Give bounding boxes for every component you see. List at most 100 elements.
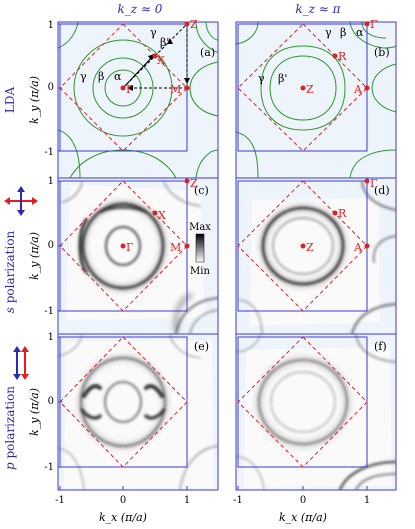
spectral-gamma-ring-c — [81, 202, 165, 290]
panel-letter-c: (c) — [194, 184, 209, 197]
tick-marks — [58, 23, 368, 490]
row-label-s-polarization: s polarization — [3, 230, 17, 313]
spectral-lobe-right-e — [144, 384, 164, 398]
point-m-c — [184, 243, 190, 249]
band-gamma-b: γ — [325, 26, 332, 39]
panel-letter-a: (a) — [200, 46, 215, 59]
svg-text:0: 0 — [300, 495, 306, 506]
svg-text:0: 0 — [48, 396, 54, 407]
row-label-p-polarization: p polarization — [3, 386, 17, 470]
panel-a: Γ Z X M γ β α γ β' (a) — [57, 18, 219, 179]
svg-text:1: 1 — [48, 20, 54, 31]
spectral-corner-br-d — [350, 302, 396, 334]
band-alpha-a: α — [114, 70, 122, 83]
label-a-d: A — [353, 241, 363, 254]
label-m-a: M — [170, 83, 181, 96]
fs-corner-tr-a — [195, 22, 218, 53]
label-z-a: Z — [190, 18, 198, 31]
panel-letter-d: (d) — [374, 184, 390, 197]
panel-letter-e: (e) — [194, 340, 209, 353]
svg-text:1: 1 — [184, 495, 190, 506]
bz-diamond-f — [237, 336, 368, 468]
y-ticks-row2: 1 0 -1 — [44, 176, 54, 317]
point-r-b — [332, 53, 338, 59]
column-header-kzpi: k_z ≈ π — [295, 2, 341, 16]
p-polarization-arrows-icon — [13, 346, 29, 380]
spectral-z-ring-f — [258, 359, 348, 445]
point-z-b — [300, 85, 306, 91]
svg-text:0: 0 — [48, 82, 54, 93]
fs-beta-a — [92, 57, 154, 119]
label-z-b: Z — [306, 83, 314, 96]
spectral-corner-tl-c — [61, 181, 83, 203]
spectral-corner-tr-d — [361, 181, 396, 211]
column-header-kz0: k_z ≈ 0 — [118, 2, 163, 16]
x-ticks-left: -1 0 1 — [55, 495, 190, 506]
bz-diamond-b — [237, 23, 368, 152]
svg-text:0: 0 — [48, 240, 54, 251]
xlabel-left: k_x (π/a) — [99, 511, 147, 524]
fs-betaprime-b — [260, 45, 346, 131]
point-x-a — [152, 53, 158, 59]
fs-corner-bl-b — [236, 131, 259, 178]
s-polarization-arrows-icon — [4, 186, 38, 216]
point-x-c — [152, 210, 158, 216]
svg-text:1: 1 — [48, 176, 54, 187]
spectral-right-d — [372, 235, 396, 263]
fs-corner-tr-b — [349, 22, 396, 49]
label-gamma-c: Γ — [126, 241, 134, 254]
point-gamma-b — [364, 21, 370, 27]
spectral-arc-top-c — [98, 206, 148, 214]
panel-f: (f) — [235, 333, 397, 491]
ylabel-row2: k_y (π/a) — [28, 232, 41, 280]
spectral-gamma-ring-e — [80, 357, 166, 447]
label-x-c: X — [158, 209, 166, 222]
svg-text:1: 1 — [48, 332, 54, 343]
svg-text:-1: -1 — [55, 495, 65, 506]
band-beta-a: β — [98, 70, 104, 83]
fs-gamma-outer-a — [73, 39, 173, 137]
spectral-corner-br-e — [179, 445, 218, 490]
fs-corner-bl-a — [58, 129, 81, 178]
point-a-b — [364, 85, 370, 91]
band-beta-b: β — [340, 26, 346, 39]
fs-bottom-a — [69, 149, 177, 178]
panel-c: Γ Z X M (c) Max Min — [57, 177, 219, 335]
fs-alpha-a — [104, 69, 142, 107]
panel-d: Z Γ R A (d) — [235, 177, 397, 335]
point-gamma-d — [364, 178, 370, 184]
point-gamma-a — [120, 85, 126, 91]
spectral-lobe-left-e — [82, 384, 102, 398]
point-m-a — [184, 85, 190, 91]
panel-letter-b: (b) — [374, 46, 390, 59]
label-z-c: Z — [190, 177, 198, 190]
spectral-corner-br-c — [175, 297, 218, 334]
bz-diamond-c — [59, 180, 188, 312]
svg-text:-1: -1 — [44, 306, 54, 317]
label-r-b: R — [338, 50, 347, 63]
point-z-a — [184, 21, 190, 27]
x-ticks-right: -1 0 1 — [233, 495, 370, 506]
ylabel-row1: k_y (π/a) — [28, 76, 41, 124]
spectral-arc-left-c — [78, 218, 88, 274]
panel-b: Z Γ R A γ β α γ β' (b) — [235, 18, 397, 179]
spectral-corner-tr-f — [355, 334, 396, 363]
point-z-d — [300, 243, 306, 249]
panel-e: (e) — [57, 333, 219, 491]
fs-side-right-a — [189, 61, 218, 117]
fs-side-right-b — [371, 63, 396, 113]
band-betaprime-b: β' — [278, 72, 287, 85]
spectral-inner-ring-c — [105, 226, 141, 266]
point-z-c — [184, 178, 190, 184]
row-label-lda: LDA — [3, 87, 17, 114]
spectral-z-inner-d — [272, 217, 334, 275]
band-gamma-a: γ — [150, 26, 157, 39]
band-alpha-b: α — [356, 26, 364, 39]
label-m-c: M — [170, 241, 181, 254]
fs-corner-br-b — [349, 149, 396, 178]
y-ticks-row1: 1 0 -1 — [44, 20, 54, 158]
label-z-d: Z — [306, 241, 314, 254]
panel-letter-f: (f) — [374, 340, 387, 353]
spectral-corner-tl-f — [236, 334, 261, 353]
